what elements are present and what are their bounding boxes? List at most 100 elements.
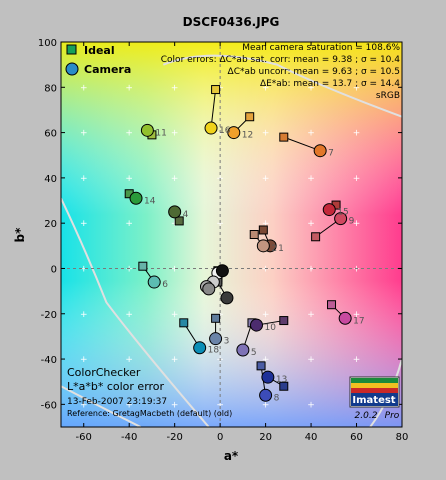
legend-ideal-swatch xyxy=(66,44,77,55)
logo-name: Imatest xyxy=(352,395,395,406)
patch-label: 1 xyxy=(278,244,284,254)
grid-point: + xyxy=(353,264,361,274)
camera-marker xyxy=(147,275,161,289)
ideal-marker xyxy=(311,232,321,242)
y-tick-label: -40 xyxy=(41,355,57,366)
grid-point: + xyxy=(125,355,133,365)
grid-point: + xyxy=(80,264,88,274)
y-tick-label: 100 xyxy=(38,38,57,49)
ideal-marker xyxy=(174,216,184,226)
grid-point: + xyxy=(262,174,270,184)
patch-label: 12 xyxy=(242,131,253,141)
y-axis-ticks: -60 -40 -20 0 20 40 60 80 100 xyxy=(38,38,402,411)
camera-marker xyxy=(202,282,216,296)
gamut-curve-left xyxy=(61,197,210,427)
stat-delta-e: ΔE*ab: mean = 13.7 ; σ = 14.4 xyxy=(260,79,400,89)
camera-marker xyxy=(129,191,143,205)
grid-point: + xyxy=(262,355,270,365)
grid-point: + xyxy=(171,310,179,320)
grid-point: + xyxy=(353,174,361,184)
patch-label: 16 xyxy=(219,126,231,136)
patch-label: 7 xyxy=(328,149,334,159)
grid-point: + xyxy=(353,310,361,320)
grid-point: + xyxy=(216,219,224,229)
ideal-marker xyxy=(279,316,289,326)
logo-edition: Pro xyxy=(385,411,400,421)
camera-marker xyxy=(227,126,241,140)
x-tick-label: -60 xyxy=(76,432,92,443)
ideal-marker xyxy=(211,313,221,323)
camera-marker xyxy=(220,291,234,305)
patch-label: 15 xyxy=(337,208,348,218)
grid-point: + xyxy=(216,129,224,139)
logo-version: 2.0.2 xyxy=(355,411,378,421)
camera-marker xyxy=(215,264,229,278)
grid-point: + xyxy=(125,264,133,274)
grid-point: + xyxy=(307,83,315,93)
grid-point: + xyxy=(171,355,179,365)
camera-marker xyxy=(256,239,270,253)
x-axis-ticks: -60 -40 -20 0 20 40 60 80 xyxy=(76,42,408,443)
caption-title: ColorChecker xyxy=(67,366,141,379)
zero-axis-lines xyxy=(61,42,402,427)
camera-marker xyxy=(261,370,275,384)
x-tick-label: -20 xyxy=(166,432,182,443)
patch-label: 13 xyxy=(276,375,287,385)
caption: ColorChecker L*a*b* color error 13-Feb-2… xyxy=(67,366,232,418)
legend-camera-swatch xyxy=(65,62,79,76)
grid-point: + xyxy=(80,219,88,229)
camera-marker xyxy=(338,311,352,325)
camera-marker xyxy=(322,203,336,217)
y-tick-label: 80 xyxy=(44,83,57,94)
grid-point: + xyxy=(125,83,133,93)
ideal-marker xyxy=(249,230,259,239)
camera-marker xyxy=(250,318,264,332)
grid-point: + xyxy=(171,129,179,139)
grid-point: + xyxy=(353,129,361,139)
caption-date: 13-Feb-2007 23:19:37 xyxy=(67,397,167,407)
patch-label: 17 xyxy=(353,316,364,326)
ideal-marker xyxy=(179,318,189,328)
grid-point: + xyxy=(262,400,270,410)
grid-point: + xyxy=(80,174,88,184)
y-tick-label: 0 xyxy=(51,264,57,275)
grid-point: + xyxy=(80,400,88,410)
caption-subtitle: L*a*b* color error xyxy=(67,380,165,393)
grid-point: + xyxy=(307,174,315,184)
grid-point: + xyxy=(307,219,315,229)
grid-point: + xyxy=(307,400,315,410)
legend-ideal-label: Ideal xyxy=(84,44,115,57)
y-tick-label: -60 xyxy=(41,400,57,411)
grid-point: + xyxy=(125,400,133,410)
stat-colorspace: sRGB xyxy=(376,91,400,101)
ideal-marker xyxy=(279,381,289,391)
grid-point: + xyxy=(125,129,133,139)
grid-point: + xyxy=(307,355,315,365)
plot-area: + + + + + + + + + + + + + + + + + + + + + + + + + + + + + + + + + + + + + + + +… xyxy=(60,41,403,428)
grid-point: + xyxy=(171,400,179,410)
grid-point: + xyxy=(307,310,315,320)
patch-label: 11 xyxy=(155,128,166,138)
grid-point: + xyxy=(216,400,224,410)
patch-label: 14 xyxy=(144,196,156,206)
x-axis-label: a* xyxy=(224,449,239,463)
grid-point: + xyxy=(307,264,315,274)
grid-point: + xyxy=(216,310,224,320)
grid-point: + xyxy=(171,219,179,229)
patch-label: 6 xyxy=(162,280,168,290)
grid-point: + xyxy=(262,264,270,274)
grid-point: + xyxy=(171,174,179,184)
x-tick-label: 60 xyxy=(350,432,363,443)
patch-label: 9 xyxy=(349,217,355,227)
caption-reference: Reference: GretagMacbeth (default) (old) xyxy=(67,409,232,418)
y-axis-label: b* xyxy=(13,227,27,243)
patch-label: 8 xyxy=(274,393,280,403)
grid-point: + xyxy=(80,129,88,139)
camera-marker xyxy=(259,388,273,402)
grid-point: + xyxy=(262,219,270,229)
y-tick-label: -20 xyxy=(41,310,57,321)
camera-marker xyxy=(313,144,327,158)
camera-marker xyxy=(334,212,348,226)
